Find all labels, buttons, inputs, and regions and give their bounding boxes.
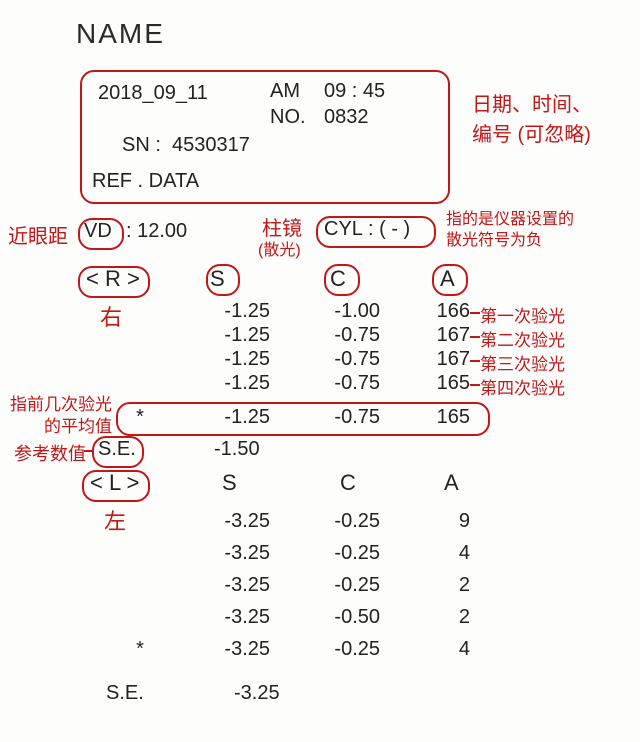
r3-c: -0.75: [300, 348, 380, 371]
l-avg-row: * -3.25 -0.25 4: [0, 638, 640, 664]
tick2: [470, 336, 480, 338]
cyl-label: CYL: [324, 218, 363, 241]
ann-cyl2: (散光): [258, 236, 301, 260]
r-tag: < R >: [86, 266, 140, 292]
l4-a: 2: [410, 606, 470, 629]
l1-s: -3.25: [190, 510, 270, 533]
header-sn: 4530317: [172, 134, 250, 157]
r3-s: -1.25: [190, 348, 270, 371]
header-sn-label: SN :: [122, 134, 161, 157]
l-tag: < L >: [90, 470, 139, 496]
l-row-3: -3.25 -0.25 2: [0, 574, 640, 600]
r-header-c: C: [330, 266, 346, 292]
r1-a: 166: [410, 300, 470, 323]
tick4: [470, 384, 480, 386]
l1-a: 9: [410, 510, 470, 533]
ann-r1: 第一次验光: [480, 302, 565, 327]
l4-s: -3.25: [190, 606, 270, 629]
l2-c: -0.25: [300, 542, 380, 565]
header-date: 2018_09_11: [98, 82, 208, 105]
l2-a: 4: [410, 542, 470, 565]
l-header-c: C: [340, 470, 356, 496]
l-se-value: -3.25: [234, 682, 280, 705]
ann-vd: 近眼距: [8, 220, 68, 249]
l-se-label: S.E.: [106, 682, 144, 705]
l-avg-c: -0.25: [300, 638, 380, 661]
r-se-value: -1.50: [214, 438, 260, 461]
l3-s: -3.25: [190, 574, 270, 597]
r-header-s: S: [210, 266, 225, 292]
ann-cyl-right: 指的是仪器设置的 散光符号为负: [446, 210, 574, 252]
r4-s: -1.25: [190, 372, 270, 395]
l-header-s: S: [222, 470, 237, 496]
tick1: [470, 312, 480, 314]
r-avg-s: -1.25: [190, 406, 270, 429]
r4-a: 165: [410, 372, 470, 395]
r-avg-star: *: [130, 406, 150, 429]
r4-c: -0.75: [300, 372, 380, 395]
tick3: [470, 360, 480, 362]
vd-value: : 12.00: [126, 220, 187, 243]
r-avg-c: -0.75: [300, 406, 380, 429]
r2-s: -1.25: [190, 324, 270, 347]
ann-r2: 第二次验光: [480, 326, 565, 351]
ann-header: 日期、时间、 编号 (可忽略): [472, 90, 592, 150]
ann-se: 参考数值: [14, 440, 86, 466]
header-no-label: NO.: [270, 106, 306, 129]
r1-s: -1.25: [190, 300, 270, 323]
page-title: NAME: [76, 18, 165, 50]
l-row-4: -3.25 -0.50 2: [0, 606, 640, 632]
l-avg-s: -3.25: [190, 638, 270, 661]
l1-c: -0.25: [300, 510, 380, 533]
r3-a: 167: [410, 348, 470, 371]
l-avg-a: 4: [410, 638, 470, 661]
l-row-1: -3.25 -0.25 9: [0, 510, 640, 536]
l3-c: -0.25: [300, 574, 380, 597]
l4-c: -0.50: [300, 606, 380, 629]
r2-c: -0.75: [300, 324, 380, 347]
header-ref: REF . DATA: [92, 170, 199, 193]
r1-c: -1.00: [300, 300, 380, 323]
ann-r4: 第四次验光: [480, 374, 565, 399]
l3-a: 2: [410, 574, 470, 597]
r-se-label: S.E.: [98, 438, 136, 461]
r-header-a: A: [440, 266, 455, 292]
cyl-value: : ( - ): [368, 218, 410, 241]
vd-label: VD: [84, 220, 112, 243]
ann-r3: 第三次验光: [480, 350, 565, 375]
header-time: 09 : 45: [324, 80, 385, 103]
l2-s: -3.25: [190, 542, 270, 565]
header-no: 0832: [324, 106, 369, 129]
r-avg-a: 165: [410, 406, 470, 429]
header-ampm: AM: [270, 80, 300, 103]
l-avg-star: *: [130, 638, 150, 661]
ann-avg: 指前几次验光 的平均值: [0, 394, 112, 438]
l-header-a: A: [444, 470, 459, 496]
r2-a: 167: [410, 324, 470, 347]
l-row-2: -3.25 -0.25 4: [0, 542, 640, 568]
se-tick: [84, 450, 92, 452]
